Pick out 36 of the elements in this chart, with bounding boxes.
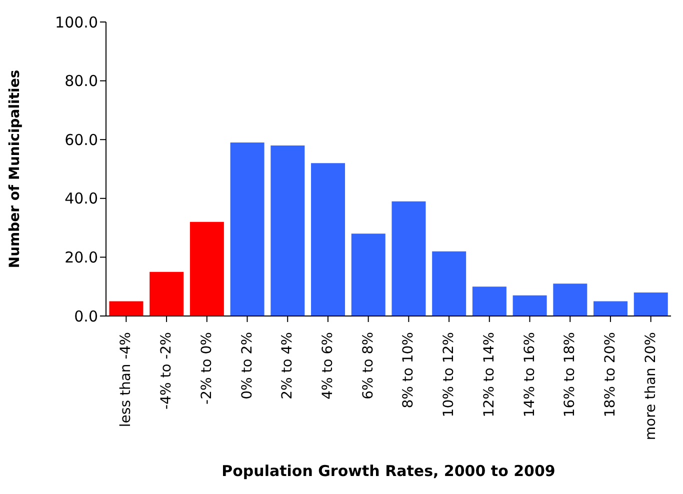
- x-tick-label: -4% to -2%: [158, 332, 175, 410]
- x-axis-title: Population Growth Rates, 2000 to 2009: [222, 462, 556, 480]
- x-tick-label: 2% to 4%: [280, 332, 296, 400]
- bar: [150, 272, 184, 316]
- bar: [432, 251, 466, 316]
- bar: [553, 284, 588, 316]
- bar: [634, 292, 668, 316]
- x-tick-label: 6% to 8%: [360, 332, 376, 400]
- bar: [392, 201, 426, 316]
- bar: [190, 222, 224, 316]
- x-tick-label: 0% to 2%: [239, 332, 256, 400]
- x-tick-label: 16% to 18%: [562, 332, 578, 418]
- y-tick-label: 40.0: [64, 190, 98, 208]
- x-tick-label: less than -4%: [118, 332, 134, 428]
- bar: [270, 145, 305, 316]
- bar: [230, 142, 264, 316]
- y-tick-label: 80.0: [64, 72, 98, 90]
- y-axis-title: Number of Municipalities: [6, 70, 23, 268]
- x-tick-label: more than 20%: [642, 332, 659, 440]
- x-tick-label: 14% to 16%: [522, 332, 538, 418]
- bar: [512, 295, 547, 316]
- x-tick-label: -2% to 0%: [198, 332, 215, 404]
- bar: [472, 286, 506, 316]
- y-tick-label: 20.0: [64, 248, 98, 267]
- bar: [594, 301, 628, 316]
- bar: [109, 301, 144, 316]
- x-tick-label: 8% to 10%: [400, 332, 417, 408]
- y-tick-label: 60.0: [64, 130, 98, 149]
- x-tick-label: 18% to 20%: [602, 332, 618, 418]
- bar: [311, 163, 346, 316]
- bar: [351, 234, 386, 316]
- x-tick-label: 10% to 12%: [441, 332, 458, 418]
- x-tick-label: 4% to 6%: [320, 332, 336, 400]
- y-tick-label: 100.0: [55, 13, 98, 32]
- x-tick-label: 12% to 14%: [481, 332, 498, 418]
- y-tick-label: 0.0: [74, 307, 98, 326]
